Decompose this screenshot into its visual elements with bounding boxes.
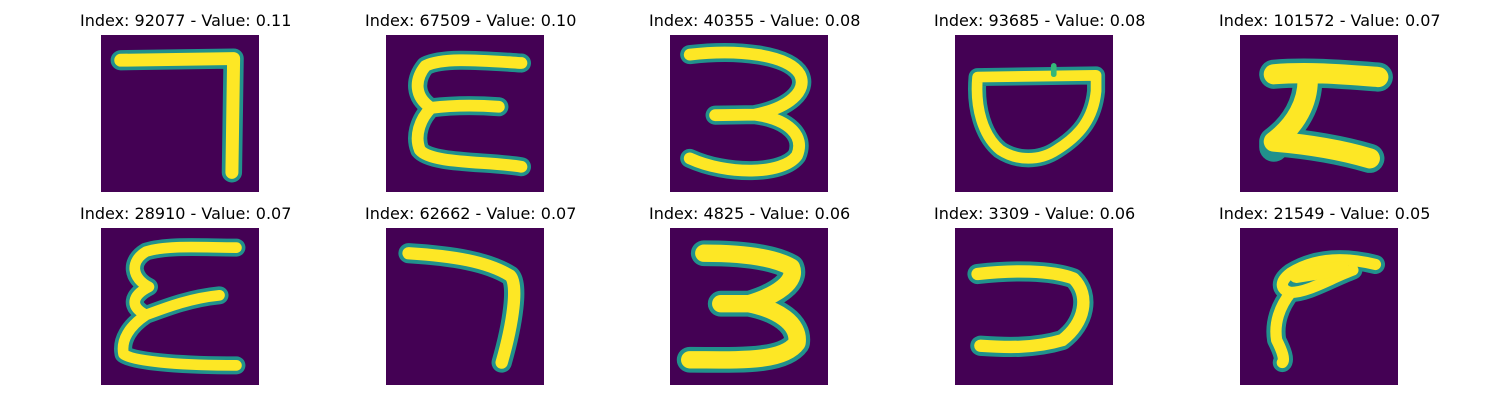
- image-panel-7: Index: 62662 - Value: 0.07: [365, 203, 577, 385]
- panel-title: Index: 93685 - Value: 0.08: [934, 11, 1146, 30]
- panel-title: Index: 40355 - Value: 0.08: [649, 11, 861, 30]
- digit-image: [1240, 35, 1398, 192]
- digit-image: [1240, 228, 1398, 385]
- image-panel-5: Index: 101572 - Value: 0.07: [1219, 10, 1441, 192]
- digit-image: [955, 35, 1113, 192]
- panel-title: Index: 67509 - Value: 0.10: [365, 11, 577, 30]
- image-panel-2: Index: 67509 - Value: 0.10: [365, 10, 577, 192]
- digit-image: [386, 228, 544, 385]
- digit-image: [386, 35, 544, 192]
- image-panel-1: Index: 92077 - Value: 0.11: [80, 10, 292, 192]
- panel-title: Index: 21549 - Value: 0.05: [1219, 204, 1431, 223]
- digit-image: [955, 228, 1113, 385]
- panel-title: Index: 28910 - Value: 0.07: [80, 204, 292, 223]
- digit-image: [101, 35, 259, 192]
- image-panel-3: Index: 40355 - Value: 0.08: [649, 10, 861, 192]
- panel-title: Index: 101572 - Value: 0.07: [1219, 11, 1441, 30]
- image-panel-4: Index: 93685 - Value: 0.08: [934, 10, 1146, 192]
- image-panel-8: Index: 4825 - Value: 0.06: [649, 203, 851, 385]
- image-panel-10: Index: 21549 - Value: 0.05: [1219, 203, 1431, 385]
- digit-image: [670, 228, 828, 385]
- panel-title: Index: 92077 - Value: 0.11: [80, 11, 292, 30]
- panel-title: Index: 62662 - Value: 0.07: [365, 204, 577, 223]
- panel-title: Index: 3309 - Value: 0.06: [934, 204, 1136, 223]
- digit-image: [101, 228, 259, 385]
- digit-image: [670, 35, 828, 192]
- image-panel-6: Index: 28910 - Value: 0.07: [80, 203, 292, 385]
- panel-title: Index: 4825 - Value: 0.06: [649, 204, 851, 223]
- image-panel-9: Index: 3309 - Value: 0.06: [934, 203, 1136, 385]
